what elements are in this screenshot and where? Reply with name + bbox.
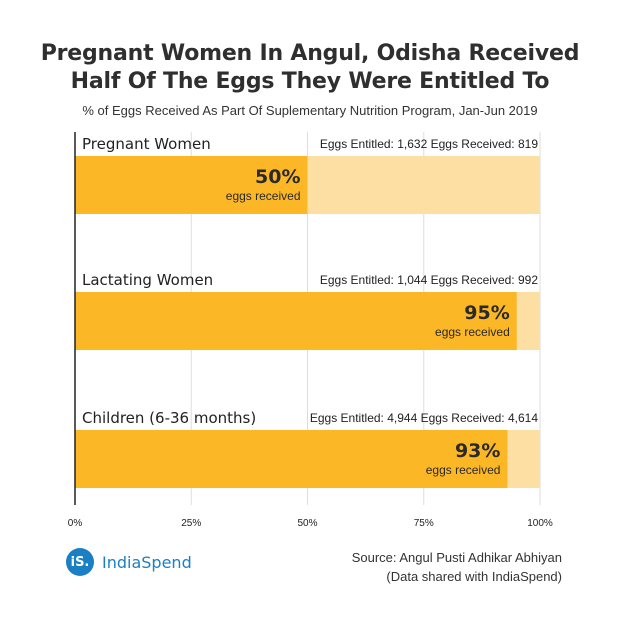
category-label: Pregnant Women [82, 135, 211, 153]
source-note-detail: (Data shared with IndiaSpend) [386, 569, 562, 584]
category-label: Children (6-36 months) [82, 409, 256, 427]
eggs-annotation: Eggs Entitled: 4,944 Eggs Received: 4,61… [310, 411, 538, 425]
logo-text: IndiaSpend [102, 552, 192, 572]
logo-mark-icon: iS. [66, 548, 94, 576]
x-tick-label: 75% [414, 518, 434, 529]
bar-received [75, 292, 517, 350]
chart-title-line-1: Pregnant Women In Angul, Odisha Received [40, 41, 580, 66]
eggs-annotation: Eggs Entitled: 1,044 Eggs Received: 992 [320, 273, 538, 287]
indiaspend-logo: iS. IndiaSpend [66, 548, 192, 576]
eggs-annotation: Eggs Entitled: 1,632 Eggs Received: 819 [320, 137, 538, 151]
chart-subtitle: % of Eggs Received As Part Of Suplementa… [82, 103, 538, 118]
x-tick-label: 25% [181, 518, 201, 529]
data-label: 93% [455, 440, 500, 462]
data-label-caption: eggs received [435, 325, 510, 339]
category-label: Lactating Women [82, 271, 213, 289]
x-tick-label: 0% [68, 518, 83, 529]
data-label: 95% [464, 302, 509, 324]
bar-received [75, 156, 308, 214]
source-note: Source: Angul Pusti Adhikar Abhiyan [351, 550, 562, 565]
x-tick-label: 50% [297, 518, 317, 529]
x-tick-label: 100% [527, 518, 553, 529]
chart-title-line-2: Half Of The Eggs They Were Entitled To [70, 69, 550, 94]
data-label-caption: eggs received [226, 189, 301, 203]
bar-received [75, 430, 508, 488]
data-label-caption: eggs received [426, 463, 501, 477]
data-label: 50% [255, 166, 300, 188]
